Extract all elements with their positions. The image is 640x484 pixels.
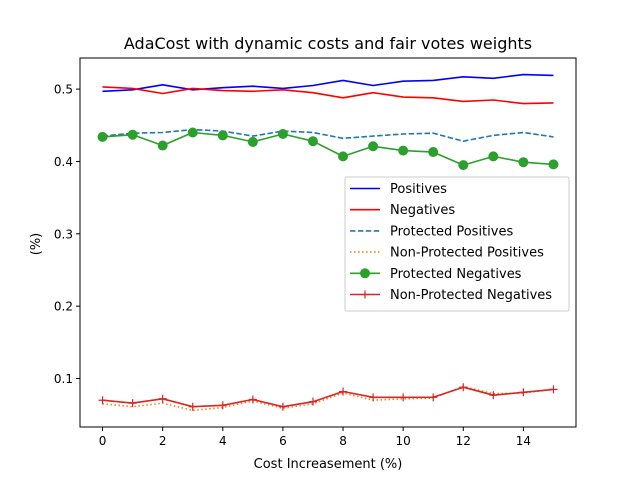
series-point-5-11 — [429, 393, 438, 402]
series-line-5 — [102, 386, 554, 408]
y-tick-label-0.3: 0.3 — [54, 227, 73, 241]
series-point-4-12 — [458, 160, 469, 171]
y-tick-label-0.2: 0.2 — [54, 300, 73, 314]
series-point-5-4 — [218, 401, 227, 410]
series-line-1 — [102, 86, 554, 105]
series-point-5-15 — [549, 385, 558, 394]
series-point-4-0 — [97, 131, 108, 142]
series-point-5-9 — [369, 393, 378, 402]
x-tick-label-12: 12 — [456, 434, 471, 448]
x-tick-label-4: 4 — [219, 434, 227, 448]
x-tick-label-10: 10 — [396, 434, 411, 448]
series-point-4-3 — [187, 127, 198, 138]
series-line-3 — [102, 385, 554, 412]
legend-box — [344, 176, 570, 312]
series-point-5-1 — [128, 399, 137, 408]
legend-label-5: Non-Protected Negatives — [390, 288, 552, 303]
series-point-4-15 — [548, 159, 559, 170]
series-line-4 — [102, 131, 554, 166]
series-point-5-3 — [188, 402, 197, 411]
series-point-4-8 — [338, 151, 349, 162]
series-point-4-10 — [398, 145, 409, 156]
plot-area — [97, 73, 559, 412]
x-tick-label-0: 0 — [99, 434, 107, 448]
series-point-5-13 — [489, 391, 498, 400]
y-axis-label: (%) — [29, 233, 44, 256]
legend-marker-5 — [361, 290, 369, 299]
legend-label-1: Negatives — [390, 203, 455, 218]
chart-title: AdaCost with dynamic costs and fair vote… — [124, 34, 532, 53]
axes: 0 2 4 6 8 10 12 14 0.1 0.2 0.3 0.4 0.5 — [54, 57, 577, 448]
x-axis-label: Cost Increasement (%) — [254, 457, 403, 472]
x-tick-label-2: 2 — [159, 434, 167, 448]
series-point-5-5 — [248, 395, 257, 404]
legend-marker-4 — [360, 268, 370, 279]
series-line-2 — [102, 128, 554, 142]
x-tick-label-8: 8 — [339, 434, 347, 448]
series-point-4-6 — [277, 128, 288, 139]
y-tick-label-0.5: 0.5 — [54, 83, 73, 97]
series-point-4-2 — [157, 140, 168, 151]
series-point-5-14 — [519, 388, 528, 397]
legend-label-4: Protected Negatives — [390, 267, 522, 282]
series-point-4-11 — [428, 147, 439, 158]
series-point-4-7 — [307, 136, 318, 147]
legend-label-3: Non-Protected Positives — [390, 246, 544, 261]
y-tick-label-0.4: 0.4 — [54, 155, 73, 169]
series-point-5-2 — [158, 394, 167, 403]
x-tick-label-6: 6 — [279, 434, 287, 448]
series-point-5-7 — [308, 397, 317, 406]
series-point-5-6 — [278, 402, 287, 411]
series-point-5-8 — [339, 387, 348, 396]
series-point-4-13 — [488, 151, 499, 162]
series-point-5-12 — [459, 383, 468, 392]
legend: Positives Negatives Protected Positives Non… — [344, 176, 570, 312]
series-point-5-0 — [98, 396, 107, 405]
legend-label-0: Positives — [390, 182, 447, 197]
legend-label-2: Protected Positives — [390, 224, 513, 239]
series-point-4-9 — [368, 141, 379, 152]
axes-frame — [79, 57, 577, 428]
series-line-0 — [102, 73, 554, 93]
series-point-4-14 — [518, 157, 529, 168]
series-point-4-5 — [247, 136, 258, 147]
series-point-5-10 — [399, 393, 408, 402]
x-tick-label-14: 14 — [516, 434, 531, 448]
series-point-4-4 — [217, 130, 228, 141]
y-tick-label-0.1: 0.1 — [54, 372, 73, 386]
series-point-4-1 — [127, 129, 138, 140]
